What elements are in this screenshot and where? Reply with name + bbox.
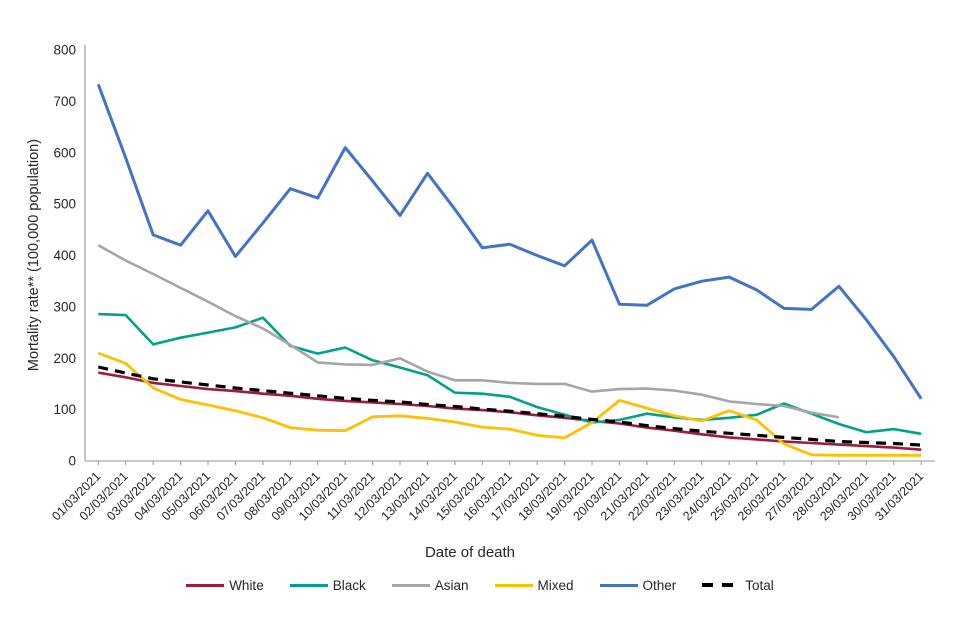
series-line-asian bbox=[97, 244, 840, 419]
series-line-total bbox=[97, 365, 922, 447]
y-axis-title: Mortality rate** (100,000 population) bbox=[26, 138, 42, 372]
y-tick-label: 300 bbox=[53, 299, 76, 314]
legend-label-white: White bbox=[229, 577, 264, 593]
y-tick-label: 400 bbox=[53, 248, 76, 263]
legend-item-asian: Asian bbox=[391, 577, 469, 593]
legend-item-black: Black bbox=[289, 577, 366, 593]
y-tick-label: 100 bbox=[53, 402, 76, 417]
legend-label-black: Black bbox=[332, 577, 366, 593]
asian-line-swatch bbox=[391, 583, 430, 587]
y-tick-label: 700 bbox=[53, 94, 76, 109]
series-line-black bbox=[98, 312, 922, 436]
legend-label-asian: Asian bbox=[434, 577, 469, 593]
y-tick-label: 0 bbox=[68, 454, 76, 469]
legend: White Black Asian Mixed Other Total bbox=[0, 574, 960, 596]
black-line-swatch bbox=[289, 583, 328, 587]
y-tick-label: 800 bbox=[53, 43, 76, 58]
total-line-swatch bbox=[702, 583, 741, 587]
legend-label-other: Other bbox=[642, 577, 677, 593]
series-line-mixed bbox=[97, 351, 922, 457]
y-tick-label: 600 bbox=[53, 145, 76, 160]
mixed-line-swatch bbox=[494, 583, 533, 587]
legend-label-mixed: Mixed bbox=[537, 577, 574, 593]
y-tick-label: 200 bbox=[53, 351, 76, 366]
legend-item-total: Total bbox=[702, 578, 774, 593]
legend-label-total: Total bbox=[745, 577, 774, 593]
x-axis-title: Date of death bbox=[424, 544, 516, 561]
white-line-swatch bbox=[186, 583, 225, 587]
series-line-other bbox=[96, 83, 923, 400]
other-line-swatch bbox=[599, 583, 638, 587]
legend-item-white: White bbox=[186, 578, 264, 593]
legend-item-other: Other bbox=[599, 577, 677, 593]
y-tick-label: 500 bbox=[53, 197, 76, 212]
legend-item-mixed: Mixed bbox=[494, 577, 574, 593]
